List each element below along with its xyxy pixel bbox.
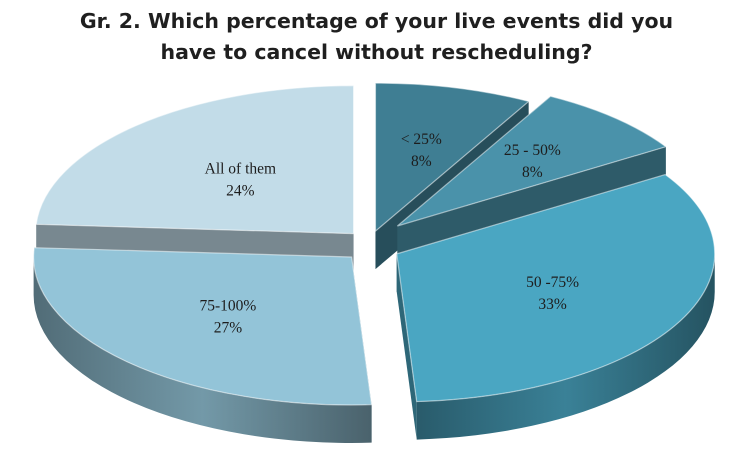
- slice-rim-75-100: [33, 256, 372, 443]
- slice-category-label-50-75: 50 -75%: [526, 274, 579, 291]
- slice-category-label-75-100: 75-100%: [200, 298, 257, 315]
- pie-slice-all-of-them: [35, 85, 355, 235]
- slice-category-label-25-50: 25 - 50%: [504, 142, 561, 159]
- pie-top-layer: [33, 82, 716, 406]
- pie-slice-25-50: [396, 95, 668, 227]
- slice-value-label-50-75: 33%: [538, 296, 567, 313]
- slice-side-wall-50-75-1: [396, 253, 417, 440]
- slice-category-label-all-of-them: All of them: [205, 160, 276, 177]
- slice-value-label-all-of-them: 24%: [226, 182, 255, 199]
- pie-slice-50-75: [396, 173, 716, 403]
- slice-rim-50-75: [416, 253, 715, 440]
- pie-slice-75-100: [33, 247, 373, 406]
- slice-value-label-25-50: 8%: [522, 164, 543, 181]
- slice-value-label-75-100: 27%: [214, 320, 243, 337]
- pie-label-layer: < 25% 8% 25 - 50% 8% 50 -75% 33% 75-100% 27% All…: [200, 131, 580, 337]
- chart-title-line-1: Gr. 2. Which percentage of your live eve…: [79, 9, 674, 33]
- pie-slice-25: [374, 82, 530, 233]
- slice-category-label-25: < 25%: [401, 131, 442, 148]
- slice-value-label-25: 8%: [411, 153, 432, 170]
- chart-title: Gr. 2. Which percentage of your live eve…: [0, 6, 753, 68]
- chart-title-line-2: have to cancel without rescheduling?: [160, 40, 593, 64]
